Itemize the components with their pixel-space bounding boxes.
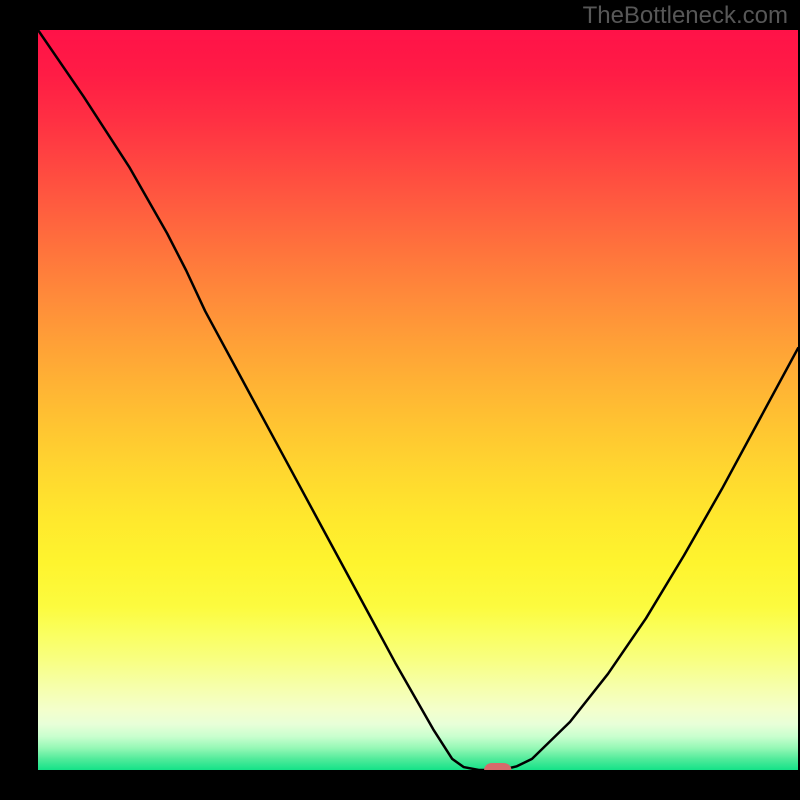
bottleneck-chart [38,30,798,770]
optimal-marker [484,763,511,770]
gradient-background [38,30,798,770]
chart-container: TheBottleneck.com [0,0,800,800]
watermark-text: TheBottleneck.com [583,2,788,30]
